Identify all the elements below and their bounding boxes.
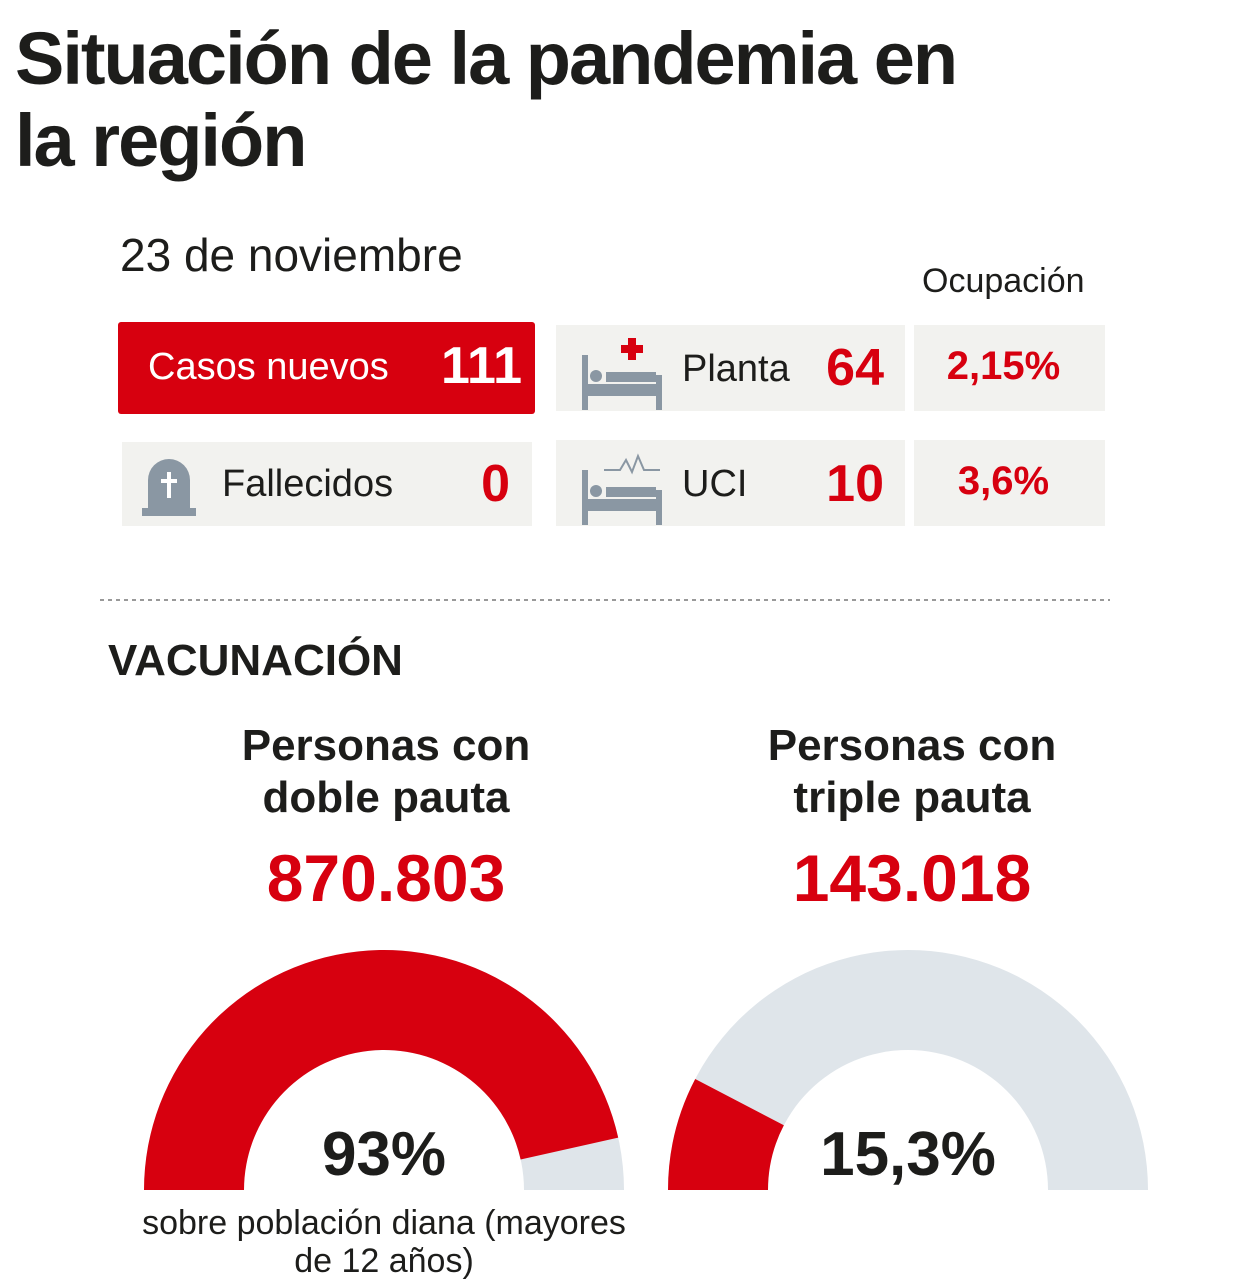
- icu-label: UCI: [682, 463, 748, 505]
- date: 23 de noviembre: [120, 229, 463, 281]
- ward-box: [556, 325, 905, 411]
- deaths-label: Fallecidos: [222, 463, 394, 505]
- cases-value: 111: [440, 337, 522, 395]
- note: sobre población diana (mayores de 12 año…: [142, 1204, 626, 1280]
- gauge-fill: [144, 950, 619, 1190]
- tombstone-icon: [142, 459, 196, 516]
- gauge-title: Personas con triple pauta: [767, 721, 1057, 822]
- gauge-track: [668, 950, 1148, 1190]
- gauge-count: 143.018: [792, 841, 1032, 915]
- icu-box: [556, 440, 905, 526]
- icu-bed-icon: [582, 453, 662, 525]
- deaths-value: 0: [481, 455, 510, 513]
- ward-value: 64: [826, 339, 884, 397]
- cases-box: [118, 322, 535, 414]
- cases-label: Casos nuevos: [148, 346, 389, 388]
- ward-occ-box: [914, 325, 1105, 411]
- gauge-percent: 93%: [322, 1120, 446, 1189]
- ward-label: Planta: [682, 348, 790, 390]
- gauge-fill: [668, 1079, 784, 1190]
- gauge-percent: 15,3%: [820, 1120, 996, 1189]
- icu-occupancy: 3,6%: [957, 459, 1050, 503]
- gauge-title: Personas con doble pauta: [241, 721, 531, 822]
- icu-value: 10: [826, 455, 884, 513]
- occupancy-header: Ocupación: [922, 262, 1085, 300]
- icu-occ-box: [914, 440, 1105, 526]
- title: Situación de la pandemia en la región: [15, 17, 958, 182]
- vaccination-title: VACUNACIÓN: [108, 636, 403, 685]
- ward-occupancy: 2,15%: [946, 344, 1061, 388]
- gauge-count: 870.803: [266, 841, 506, 915]
- bed-icon: [582, 338, 662, 410]
